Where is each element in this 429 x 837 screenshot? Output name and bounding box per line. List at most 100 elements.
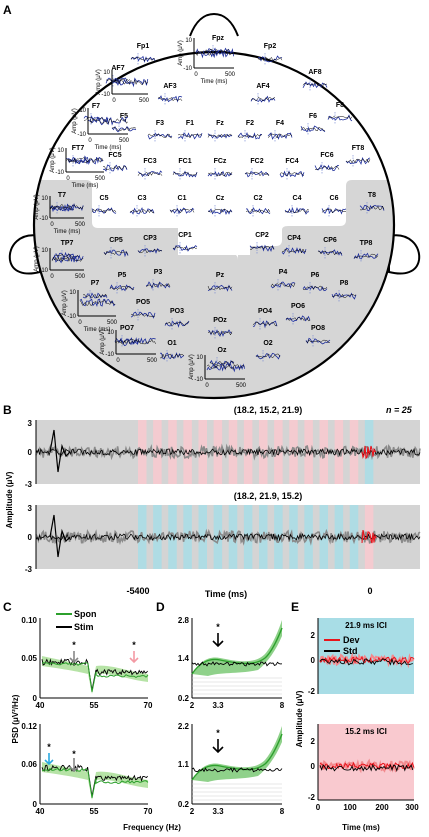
inset-xlabel: Time (ms) — [95, 145, 122, 151]
electrode-trace-mean — [305, 339, 331, 344]
inset-xtick-0: 0 — [78, 320, 82, 326]
electrode-label: F6 — [309, 113, 317, 120]
legend-stim: Stim — [74, 622, 94, 632]
inset-ytick-bottom: -10 — [194, 377, 203, 383]
electrode-poz: POz — [207, 317, 233, 339]
d-ytick: 2.8 — [178, 616, 190, 625]
electrode-trace — [267, 132, 293, 140]
c-ytick: 0.12 — [21, 722, 37, 731]
e-ytick: -2 — [308, 793, 316, 802]
d-xtick: 8 — [280, 807, 285, 816]
electrode-label: Fp2 — [264, 43, 277, 50]
inset-trace-mean — [67, 157, 104, 163]
electrode-fp1: Fp1 — [130, 43, 156, 65]
electrode-fz: Fz — [207, 120, 233, 142]
electrode-trace-mean — [172, 171, 198, 176]
b-stim-band — [274, 420, 283, 484]
electrode-af4: AF4 — [250, 83, 276, 105]
electrode-trace-mean — [345, 158, 371, 164]
electrode-label: Cz — [216, 195, 225, 202]
inset-ytick-bottom: -10 — [67, 314, 76, 320]
d-ytick: 0.2 — [178, 694, 190, 703]
c-xtick: 55 — [90, 701, 99, 710]
electrode-trace-mean — [137, 248, 163, 254]
electrode-trace — [257, 55, 283, 63]
electrode-trace-mean — [279, 171, 305, 177]
electrode-trace-mean — [105, 78, 131, 83]
electrode-trace-mean — [270, 283, 296, 288]
inset-ytick-bottom: -10 — [55, 170, 64, 176]
c-ytick: 0.06 — [21, 760, 37, 769]
electrode-label: FC1 — [178, 158, 191, 165]
e-plot: 15.2 ms ICI 2 0 -2 — [308, 724, 415, 802]
b-ytick: -3 — [25, 480, 33, 489]
e-ytick: 0 — [311, 762, 316, 771]
d-ytick: 1.4 — [178, 654, 190, 663]
electrode-trace — [82, 292, 108, 299]
electrode-po5: PO5 — [130, 299, 156, 321]
electrode-trace — [270, 281, 296, 289]
electrode-trace-mean — [237, 134, 263, 138]
e-ytick: 0 — [311, 656, 316, 665]
electrode-fc5: FC5 — [102, 152, 128, 174]
inset-trace-mean — [51, 204, 84, 210]
electrode-f2: F2 — [237, 120, 263, 142]
inset-trace — [206, 362, 246, 373]
b-stim-band — [183, 420, 192, 484]
inset-xtick-0: 0 — [88, 138, 92, 144]
electrode-trace — [300, 125, 326, 133]
e-ytick: -2 — [308, 687, 316, 696]
electrode-trace-mean — [207, 208, 233, 214]
electrode-trace-mean — [250, 96, 276, 102]
electrode-trace-mean — [255, 353, 281, 359]
c-star: * — [132, 640, 136, 650]
electrode-trace — [172, 170, 198, 178]
electrode-cp1: CP1 — [172, 232, 198, 254]
electrode-af3: AF3 — [157, 83, 183, 105]
electrode-trace-mean — [252, 321, 278, 327]
d-ytick: 0.2 — [178, 800, 190, 809]
electrode-trace-mean — [207, 285, 233, 291]
d-stim-trace — [191, 661, 283, 667]
electrode-trace — [130, 55, 156, 63]
central-notch — [178, 226, 250, 255]
c-xtick: 55 — [90, 807, 99, 816]
electrode-trace — [111, 125, 137, 133]
d-star: * — [216, 622, 220, 632]
inset-ytick-top: 10 — [185, 38, 192, 44]
panel-b-plots: 3 0 -3 3 0 -3 — [25, 419, 421, 574]
c-arrow — [69, 760, 79, 773]
electrode-trace — [164, 320, 190, 328]
electrode-trace-mean — [300, 126, 326, 132]
electrode-trace — [91, 207, 117, 215]
legend-std: Std — [343, 646, 358, 656]
electrode-trace-mean — [285, 317, 311, 322]
electrode-trace-mean — [257, 56, 283, 62]
electrode-label: P6 — [311, 272, 320, 279]
c-xtick: 70 — [144, 807, 153, 816]
electrode-trace-mean — [160, 353, 185, 359]
b-stim-band — [289, 505, 298, 569]
head-map: Fpz Fp1 Fp2 AF7 AF3 AF4 AF8 F7 F5 F3 F1 Fz F2 F4 F6 F8 F… — [8, 12, 421, 400]
d-arrow — [212, 633, 224, 648]
d-xtick: 8 — [280, 701, 285, 710]
electrode-cp6: CP6 — [317, 237, 343, 259]
e-ytick: 2 — [311, 737, 316, 746]
electrode-trace-mean — [317, 250, 343, 256]
b-plot: 3 0 -3 — [25, 504, 421, 574]
inset-ylabel: Amp (μV) — [100, 329, 106, 354]
c-star: * — [72, 749, 76, 759]
inset-ylabel: Amp (μV) — [62, 290, 68, 315]
electrode-label: FCz — [214, 158, 227, 165]
e-ylabel: Amplitude (μV) — [295, 690, 304, 747]
inset-xtick-0: 0 — [50, 222, 54, 228]
electrode-label: P8 — [340, 280, 349, 287]
electrode-trace — [327, 114, 353, 122]
inset-trace-mean — [89, 118, 128, 124]
electrode-o1: O1 — [159, 340, 185, 362]
d-xtick: 3.3 — [212, 701, 224, 710]
b-ytick: 3 — [28, 504, 33, 513]
electrode-label: CP5 — [109, 237, 123, 244]
